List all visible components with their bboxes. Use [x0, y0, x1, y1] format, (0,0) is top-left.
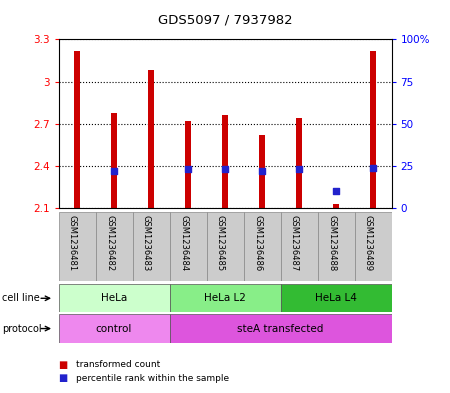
- Bar: [148, 70, 154, 208]
- Text: ■: ■: [58, 373, 68, 383]
- Text: cell line: cell line: [2, 293, 40, 303]
- Point: [110, 168, 117, 174]
- Bar: [369, 51, 376, 208]
- Bar: [111, 112, 117, 208]
- Bar: [58, 212, 95, 281]
- Text: GSM1236481: GSM1236481: [68, 215, 77, 271]
- Bar: [243, 212, 280, 281]
- Text: transformed count: transformed count: [76, 360, 161, 369]
- Bar: [207, 212, 243, 281]
- Point: [333, 188, 340, 195]
- Bar: [318, 212, 355, 281]
- Bar: [259, 135, 266, 208]
- Text: GSM1236482: GSM1236482: [105, 215, 114, 271]
- Bar: [280, 284, 392, 312]
- Text: GSM1236487: GSM1236487: [290, 215, 299, 271]
- Text: HeLa L4: HeLa L4: [315, 293, 357, 303]
- Text: GSM1236489: GSM1236489: [364, 215, 373, 271]
- Bar: [170, 314, 392, 343]
- Text: GSM1236486: GSM1236486: [253, 215, 262, 271]
- Bar: [355, 212, 392, 281]
- Text: GDS5097 / 7937982: GDS5097 / 7937982: [158, 14, 292, 27]
- Text: percentile rank within the sample: percentile rank within the sample: [76, 374, 230, 382]
- Bar: [296, 118, 302, 208]
- Bar: [95, 212, 132, 281]
- Text: GSM1236484: GSM1236484: [179, 215, 188, 271]
- Text: steA transfected: steA transfected: [237, 323, 324, 334]
- Bar: [170, 212, 207, 281]
- Point: [295, 166, 302, 173]
- Bar: [280, 212, 318, 281]
- Text: HeLa: HeLa: [101, 293, 127, 303]
- Bar: [184, 121, 191, 208]
- Text: protocol: protocol: [2, 323, 42, 334]
- Text: ■: ■: [58, 360, 68, 370]
- Bar: [58, 284, 170, 312]
- Point: [369, 165, 377, 171]
- Bar: [333, 204, 339, 208]
- Bar: [132, 212, 170, 281]
- Point: [221, 166, 229, 173]
- Text: GSM1236483: GSM1236483: [142, 215, 151, 271]
- Bar: [222, 115, 228, 208]
- Bar: [58, 314, 170, 343]
- Text: HeLa L2: HeLa L2: [204, 293, 246, 303]
- Text: GSM1236488: GSM1236488: [327, 215, 336, 271]
- Bar: [170, 284, 280, 312]
- Bar: [74, 51, 81, 208]
- Text: GSM1236485: GSM1236485: [216, 215, 225, 271]
- Text: control: control: [96, 323, 132, 334]
- Point: [184, 166, 192, 173]
- Point: [258, 168, 265, 174]
